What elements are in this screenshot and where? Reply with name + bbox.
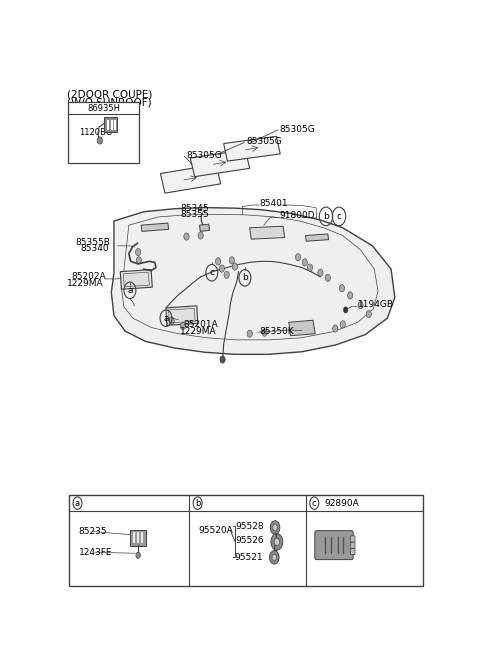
Polygon shape <box>160 164 221 193</box>
Bar <box>68 102 139 163</box>
Text: b: b <box>242 273 248 282</box>
Text: 91800D: 91800D <box>279 211 315 220</box>
Text: c: c <box>209 268 214 277</box>
FancyBboxPatch shape <box>104 117 117 132</box>
FancyBboxPatch shape <box>350 548 355 554</box>
Polygon shape <box>224 136 280 161</box>
Text: 95521: 95521 <box>234 553 263 562</box>
Circle shape <box>220 356 225 363</box>
Text: 85305G: 85305G <box>186 151 222 160</box>
Text: b: b <box>195 499 200 508</box>
Circle shape <box>271 533 283 550</box>
Circle shape <box>97 137 102 144</box>
Polygon shape <box>141 223 168 231</box>
Circle shape <box>339 285 345 292</box>
Polygon shape <box>120 270 152 289</box>
FancyBboxPatch shape <box>350 536 355 542</box>
Circle shape <box>366 311 372 317</box>
Text: 1194GB: 1194GB <box>358 300 394 309</box>
Text: c: c <box>312 499 317 508</box>
Text: a: a <box>163 313 169 323</box>
Polygon shape <box>289 320 315 336</box>
Text: 1229MA: 1229MA <box>67 279 104 288</box>
Text: 85235: 85235 <box>79 527 107 536</box>
FancyBboxPatch shape <box>130 529 145 546</box>
Circle shape <box>358 302 363 309</box>
Polygon shape <box>305 234 329 241</box>
Circle shape <box>247 330 252 338</box>
Circle shape <box>180 322 185 329</box>
Text: a: a <box>127 286 132 295</box>
Circle shape <box>325 274 330 282</box>
Polygon shape <box>250 226 285 239</box>
Circle shape <box>296 254 300 261</box>
Text: 85355B: 85355B <box>75 238 110 247</box>
Text: a: a <box>75 499 80 508</box>
Text: 85305G: 85305G <box>279 125 315 134</box>
Polygon shape <box>200 224 210 231</box>
Circle shape <box>219 265 225 272</box>
Polygon shape <box>190 150 250 176</box>
Text: 86935H: 86935H <box>87 105 120 113</box>
Circle shape <box>224 271 229 278</box>
Text: (2DOOR COUPE): (2DOOR COUPE) <box>67 90 152 100</box>
Circle shape <box>307 264 312 271</box>
Text: 1243FE: 1243FE <box>79 548 112 557</box>
Circle shape <box>135 248 141 256</box>
Circle shape <box>198 232 203 239</box>
Circle shape <box>302 259 307 266</box>
Text: 92890A: 92890A <box>324 499 360 508</box>
Circle shape <box>136 257 142 264</box>
Polygon shape <box>111 207 395 354</box>
Text: 85355: 85355 <box>180 210 209 219</box>
Circle shape <box>270 521 280 534</box>
Circle shape <box>136 552 140 558</box>
FancyBboxPatch shape <box>350 542 355 548</box>
Text: (W/O SUNROOF): (W/O SUNROOF) <box>67 97 151 107</box>
Text: 85340: 85340 <box>81 244 109 254</box>
Text: 85305G: 85305G <box>246 137 282 146</box>
Circle shape <box>169 317 174 324</box>
Text: 85201A: 85201A <box>183 320 218 329</box>
Text: 1229MA: 1229MA <box>180 327 216 336</box>
Text: 85202A: 85202A <box>71 272 106 281</box>
FancyBboxPatch shape <box>315 531 353 560</box>
Circle shape <box>184 233 189 240</box>
Text: 85345: 85345 <box>180 203 209 213</box>
Circle shape <box>232 263 238 270</box>
Text: b: b <box>323 212 329 221</box>
Circle shape <box>318 269 323 276</box>
Circle shape <box>272 554 276 560</box>
Bar <box>69 495 423 586</box>
Text: 1120BG: 1120BG <box>79 127 113 137</box>
Circle shape <box>229 257 234 264</box>
Circle shape <box>269 551 279 564</box>
Circle shape <box>333 325 338 332</box>
Text: 85350K: 85350K <box>259 327 294 336</box>
Text: 95520A: 95520A <box>199 526 233 535</box>
Text: 95528: 95528 <box>235 522 264 531</box>
Text: 85401: 85401 <box>259 199 288 208</box>
Text: 95526: 95526 <box>235 536 264 546</box>
Text: c: c <box>336 212 341 221</box>
Circle shape <box>344 307 348 313</box>
Circle shape <box>262 329 267 336</box>
Circle shape <box>348 292 353 299</box>
Circle shape <box>274 538 279 546</box>
Circle shape <box>340 321 345 328</box>
Polygon shape <box>166 306 198 325</box>
Circle shape <box>273 524 277 531</box>
Circle shape <box>216 258 221 265</box>
